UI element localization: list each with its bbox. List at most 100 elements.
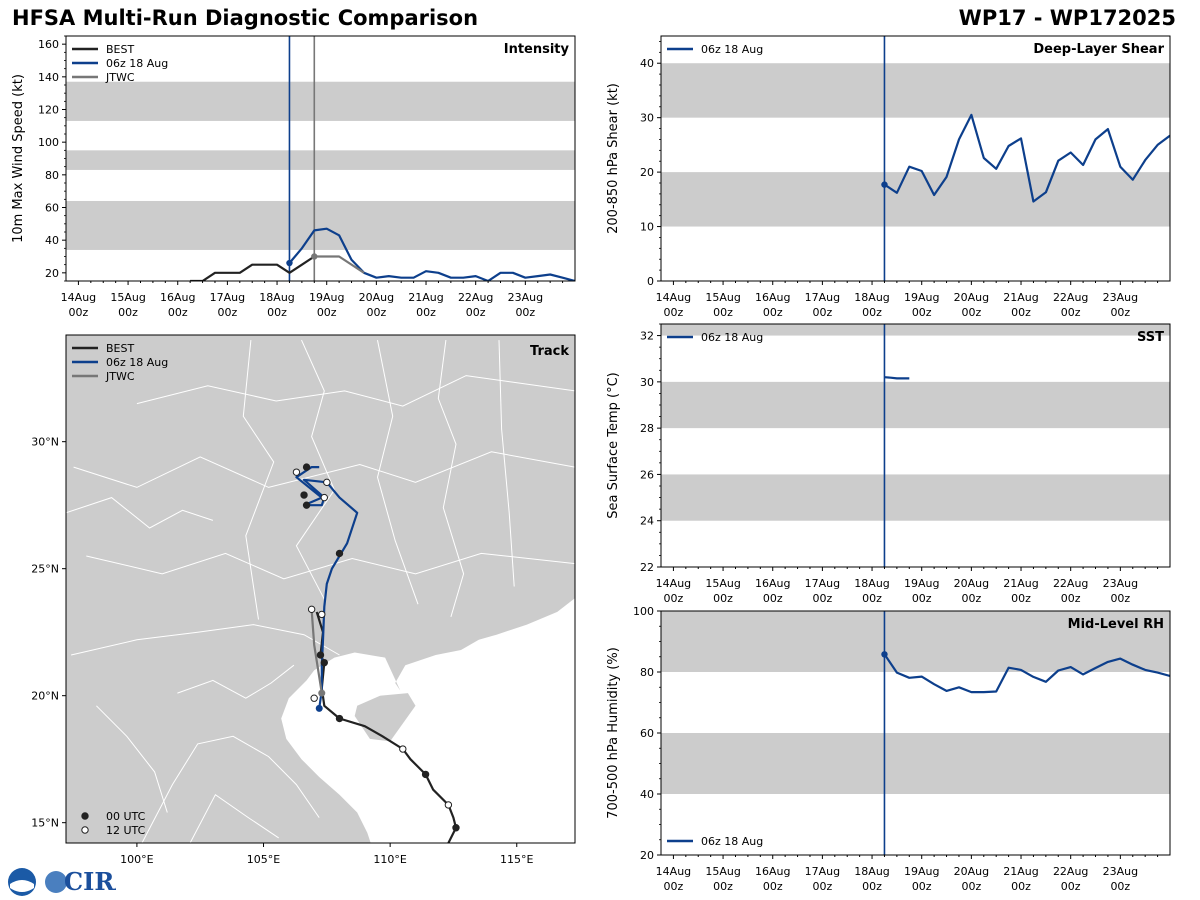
- track-marker-legend-icon: [81, 812, 89, 820]
- track-ytick-label: 25°N: [31, 563, 59, 576]
- sst-xtick-label: 15Aug: [705, 577, 740, 590]
- rh-ytick-label: 60: [640, 727, 654, 740]
- track-marker-00utc: [316, 651, 325, 659]
- track-xtick-label: 110°E: [373, 853, 406, 866]
- sst-title: SST: [1137, 330, 1164, 345]
- sst-series-group: [884, 376, 910, 380]
- intensity-xtick-label: 20Aug: [359, 291, 394, 304]
- shear-ytick-label: 30: [640, 112, 654, 125]
- hainan-island: [354, 693, 416, 742]
- sst-xtick-label: 16Aug: [755, 577, 790, 590]
- intensity-xtick-label: 18Aug: [259, 291, 294, 304]
- intensity-xtick-label: 16Aug: [160, 291, 195, 304]
- intensity-legend-label: BEST: [106, 43, 134, 56]
- rh-xtick-hour: 00z: [812, 880, 832, 893]
- rh-xtick-hour: 00z: [1011, 880, 1031, 893]
- province-border: [498, 340, 515, 587]
- sst-xtick-hour: 00z: [812, 592, 832, 605]
- province-border: [70, 624, 340, 656]
- shear-xtick-label: 22Aug: [1053, 291, 1088, 304]
- rh-xtick-hour: 00z: [912, 880, 932, 893]
- logo-text: CIRA: [64, 867, 116, 896]
- sst-ytick-label: 26: [640, 468, 654, 481]
- intensity-ytick-label: 160: [38, 38, 59, 51]
- shear-ytick-label: 10: [640, 221, 654, 234]
- rh-xtick-label: 15Aug: [705, 865, 740, 878]
- intensity-series-best: [190, 255, 315, 281]
- rh-xtick-label: 16Aug: [755, 865, 790, 878]
- shear-panel: 0 10 20 30 40 14Aug 00z 15Aug 00z 16Aug 00z 17Aug 00…: [606, 35, 1171, 319]
- shear-xtick-hour: 00z: [961, 306, 981, 319]
- shear-ytick-label: 0: [647, 275, 654, 288]
- shear-series-06z-18-aug: [883, 113, 1170, 203]
- sst-xtick-label: 20Aug: [954, 577, 989, 590]
- intensity-marker: [286, 259, 293, 267]
- sst-band: [661, 474, 1170, 521]
- sst-xtick-label: 14Aug: [656, 577, 691, 590]
- track-marker-00utc: [421, 770, 430, 779]
- province-border: [437, 340, 465, 618]
- track-marker-00utc: [320, 658, 328, 667]
- sst-ytick-label: 28: [640, 422, 654, 435]
- rh-xtick-hour: 00z: [862, 880, 882, 893]
- track-marker-12utc: [444, 801, 453, 809]
- rh-xtick-label: 18Aug: [854, 865, 889, 878]
- shear-xtick-hour: 00z: [713, 306, 733, 319]
- intensity-ytick-label: 60: [45, 202, 59, 215]
- sst-series-06z-18-aug: [884, 376, 910, 380]
- shear-xtick-label: 14Aug: [656, 291, 691, 304]
- rh-ytick-label: 20: [640, 849, 654, 862]
- rh-series-group: [883, 653, 1170, 694]
- intensity-title: Intensity: [504, 42, 570, 57]
- intensity-xtick-hour: 00z: [267, 306, 287, 319]
- shear-band: [661, 172, 1170, 227]
- intensity-series-06z-18-aug: [288, 227, 575, 281]
- intensity-xtick-hour: 00z: [317, 306, 337, 319]
- rh-ylabel: 700-500 hPa Humidity (%): [606, 647, 621, 819]
- intensity-legend-label: JTWC: [105, 71, 135, 84]
- shear-xtick-label: 18Aug: [854, 291, 889, 304]
- track-marker-12utc: [320, 493, 328, 502]
- track-marker-00utc: [300, 491, 308, 499]
- track-marker-12utc: [310, 694, 318, 702]
- province-border: [136, 375, 575, 407]
- sst-frame: [660, 323, 1171, 568]
- rh-frame: [660, 610, 1171, 856]
- intensity-panel: 20 40 60 80 100 120 140 160 14Aug 00z 15Aug 00z 16Au…: [11, 35, 576, 319]
- intensity-ytick-label: 120: [38, 104, 59, 117]
- intensity-marker: [311, 253, 318, 260]
- land-mass: [66, 335, 575, 843]
- rh-title: Mid-Level RH: [1068, 617, 1164, 632]
- shear-xtick-hour: 00z: [1061, 306, 1081, 319]
- province-border: [96, 705, 168, 813]
- shear-xtick-hour: 00z: [812, 306, 832, 319]
- shear-xtick-hour: 00z: [912, 306, 932, 319]
- sst-xtick-hour: 00z: [1110, 592, 1130, 605]
- province-border: [86, 552, 575, 580]
- rh-band: [661, 611, 1170, 672]
- shear-ylabel: 200-850 hPa Shear (kt): [606, 83, 621, 234]
- intensity-band: [66, 81, 575, 121]
- intensity-xtick-label: 19Aug: [309, 291, 344, 304]
- rh-marker: [881, 651, 888, 658]
- rh-xtick-label: 19Aug: [904, 865, 939, 878]
- rh-series-06z-18-aug: [883, 653, 1170, 694]
- track-marker-12utc: [318, 610, 326, 619]
- intensity-xtick-label: 14Aug: [61, 291, 96, 304]
- sst-xtick-label: 21Aug: [1003, 577, 1038, 590]
- sst-xtick-hour: 00z: [862, 592, 882, 605]
- rh-xtick-label: 23Aug: [1103, 865, 1138, 878]
- shear-xtick-hour: 00z: [664, 306, 684, 319]
- track-marker-12utc: [292, 468, 301, 476]
- intensity-ytick-label: 140: [38, 71, 59, 84]
- shear-xtick-label: 21Aug: [1003, 291, 1038, 304]
- track-title: Track: [530, 344, 569, 359]
- rh-xtick-label: 17Aug: [805, 865, 840, 878]
- rh-panel: 20 40 60 80 100 14Aug 00z 15Aug 00z 16Aug 00z 17Aug…: [606, 605, 1171, 893]
- sst-xtick-hour: 00z: [763, 592, 783, 605]
- intensity-xtick-label: 22Aug: [458, 291, 493, 304]
- shear-title: Deep-Layer Shear: [1033, 42, 1164, 57]
- shear-marker: [881, 181, 888, 188]
- track-marker-12utc: [307, 605, 316, 614]
- track-legend-label: JTWC: [105, 370, 135, 383]
